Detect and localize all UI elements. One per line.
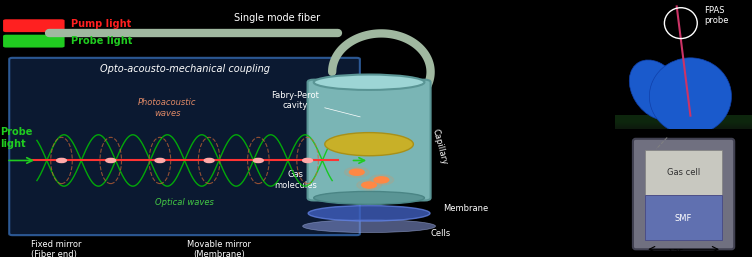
Ellipse shape <box>314 75 424 90</box>
Circle shape <box>302 158 313 162</box>
Ellipse shape <box>629 60 683 120</box>
FancyBboxPatch shape <box>9 58 360 235</box>
Bar <box>615 117 752 125</box>
Text: Capillary: Capillary <box>431 127 449 166</box>
Circle shape <box>56 158 66 162</box>
FancyBboxPatch shape <box>645 195 722 240</box>
Text: SMF: SMF <box>675 214 693 223</box>
Bar <box>615 120 752 128</box>
Circle shape <box>374 177 389 183</box>
Text: Gas
molecules: Gas molecules <box>274 170 317 190</box>
Bar <box>615 115 752 122</box>
Ellipse shape <box>302 220 435 233</box>
Ellipse shape <box>325 133 414 156</box>
Circle shape <box>106 158 116 162</box>
Bar <box>615 118 752 126</box>
Text: Gas cell: Gas cell <box>667 168 700 177</box>
Circle shape <box>155 158 165 162</box>
Circle shape <box>350 169 364 175</box>
Text: Fixed mirror
(Fiber end): Fixed mirror (Fiber end) <box>31 240 81 257</box>
Ellipse shape <box>314 191 424 204</box>
Text: Membrane: Membrane <box>650 129 696 138</box>
Bar <box>615 117 752 125</box>
Ellipse shape <box>308 206 430 221</box>
Bar <box>615 120 752 127</box>
Bar <box>615 116 752 124</box>
Bar <box>615 116 752 123</box>
FancyBboxPatch shape <box>3 19 65 32</box>
Bar <box>615 120 752 127</box>
Bar <box>615 119 752 126</box>
Bar <box>615 115 752 123</box>
Bar <box>615 121 752 128</box>
Circle shape <box>362 182 377 188</box>
Bar <box>615 121 752 128</box>
Text: Movable mirror
(Membrane): Movable mirror (Membrane) <box>187 240 251 257</box>
Text: Fabry-Perot
cavity: Fabry-Perot cavity <box>271 90 360 117</box>
FancyBboxPatch shape <box>633 139 734 249</box>
Bar <box>615 118 752 126</box>
Text: Cells: Cells <box>431 229 451 238</box>
Text: 125 μm: 125 μm <box>668 249 699 257</box>
Circle shape <box>205 158 214 162</box>
Circle shape <box>369 175 394 185</box>
Text: Membrane: Membrane <box>443 204 488 213</box>
Text: Opto-acousto-mechanical coupling: Opto-acousto-mechanical coupling <box>99 65 269 74</box>
Text: FPAS
probe: FPAS probe <box>704 6 729 25</box>
Bar <box>615 117 752 124</box>
Bar <box>615 117 752 125</box>
FancyBboxPatch shape <box>308 80 431 200</box>
Circle shape <box>356 180 381 190</box>
Text: Optical waves: Optical waves <box>155 198 214 207</box>
Bar <box>615 115 752 123</box>
Text: Probe light: Probe light <box>71 36 132 45</box>
Text: Probe
light: Probe light <box>0 127 32 149</box>
Text: Photoacoustic
waves: Photoacoustic waves <box>138 98 196 118</box>
Bar <box>615 118 752 126</box>
Bar <box>615 116 752 124</box>
Text: Single mode fiber: Single mode fiber <box>234 13 320 23</box>
Bar <box>615 119 752 127</box>
Text: Pump light: Pump light <box>71 20 131 29</box>
Circle shape <box>253 158 263 162</box>
Circle shape <box>344 167 369 177</box>
FancyBboxPatch shape <box>3 35 65 48</box>
FancyBboxPatch shape <box>645 150 722 195</box>
Ellipse shape <box>649 58 732 135</box>
